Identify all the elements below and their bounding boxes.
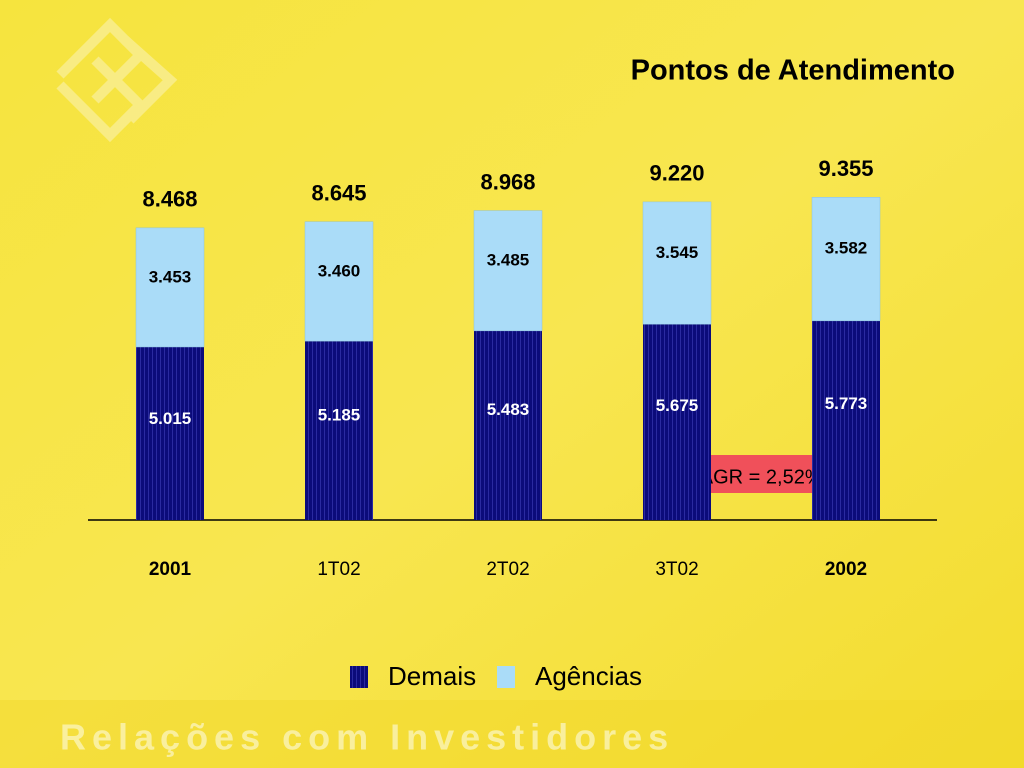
x-tick-label: 3T02 bbox=[655, 559, 698, 580]
bar-segment bbox=[643, 324, 711, 520]
x-tick-label: 2002 bbox=[825, 559, 867, 580]
value-label: 3.582 bbox=[825, 239, 868, 258]
value-label: 5.185 bbox=[318, 406, 361, 425]
annotation: CAGR = 2,52% bbox=[685, 466, 823, 488]
value-label: 3.545 bbox=[656, 243, 699, 262]
value-label: 3.485 bbox=[487, 251, 530, 270]
total-label: 9.220 bbox=[649, 161, 704, 186]
footer: Relações com Investidores bbox=[60, 717, 674, 758]
legend-label: Demais bbox=[388, 661, 476, 691]
bar-segment bbox=[812, 320, 880, 520]
value-label: 3.453 bbox=[149, 267, 192, 286]
bar-segment bbox=[304, 221, 374, 342]
total-label: 8.645 bbox=[311, 181, 366, 206]
x-tick-label: 2T02 bbox=[486, 559, 529, 580]
footer-band bbox=[0, 700, 1024, 768]
logo bbox=[56, 17, 178, 143]
legend-swatch bbox=[497, 666, 515, 688]
bar-segment bbox=[135, 227, 205, 348]
bar-segment bbox=[136, 346, 204, 520]
total-label: 9.355 bbox=[818, 156, 873, 181]
value-label: 3.460 bbox=[318, 261, 361, 280]
bar-segment bbox=[473, 210, 543, 332]
x-tick-label: 2001 bbox=[149, 559, 192, 580]
bar-segment bbox=[642, 201, 712, 325]
legend-label: Agências bbox=[535, 661, 642, 691]
legend-swatch bbox=[350, 666, 368, 688]
bar-segment bbox=[305, 341, 373, 520]
x-tick-label: 1T02 bbox=[317, 559, 360, 580]
value-label: 5.015 bbox=[149, 409, 192, 428]
value-label: 5.773 bbox=[825, 394, 868, 413]
value-label: 5.483 bbox=[487, 400, 530, 419]
total-label: 8.468 bbox=[142, 187, 197, 212]
value-label: 5.675 bbox=[656, 396, 699, 415]
bar-segment bbox=[474, 330, 542, 520]
chart-title: Pontos de Atendimento bbox=[631, 55, 955, 87]
bar-segment bbox=[811, 197, 881, 322]
total-label: 8.968 bbox=[480, 169, 535, 194]
